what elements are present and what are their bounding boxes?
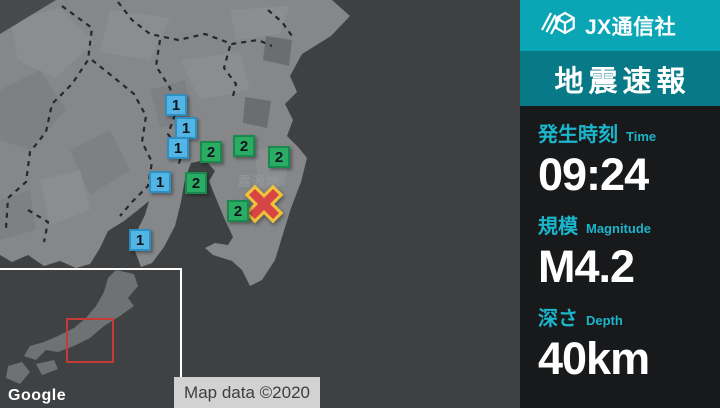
intensity-marker: 1 <box>167 137 189 159</box>
intensity-marker: 2 <box>200 141 222 163</box>
time-label-en: Time <box>626 129 657 144</box>
time-label-ja: 発生時刻 <box>538 124 618 146</box>
brand-name: JX通信社 <box>585 15 677 39</box>
alert-banner-title: 地震速報 <box>554 65 691 98</box>
intensity-marker: 1 <box>175 117 197 139</box>
intensity-marker: 2 <box>268 146 290 168</box>
epicenter-label: 震源地 <box>238 174 281 189</box>
magnitude-label-ja: 規模 <box>538 216 578 238</box>
map-attribution: Map data ©2020 <box>174 377 320 408</box>
field-depth: 深さ Depth 40km <box>538 306 720 384</box>
alert-banner: 地震速報 <box>520 51 720 106</box>
epicenter-x-icon <box>241 181 287 227</box>
region-highlight-box <box>66 318 114 363</box>
field-magnitude: 規模 Magnitude M4.2 <box>538 214 720 292</box>
inset-overview-map: Google <box>0 268 182 408</box>
japan-overview <box>0 270 180 408</box>
depth-label-ja: 深さ <box>538 308 578 330</box>
field-time: 発生時刻 Time 09:24 <box>538 122 720 200</box>
magnitude-label-en: Magnitude <box>586 221 651 236</box>
depth-value: 40km <box>538 333 650 384</box>
intensity-marker: 2 <box>233 135 255 157</box>
info-sidebar: JX通信社 地震速報 発生時刻 Time 09:24 規模 Magnitude … <box>520 0 720 408</box>
brand-header: JX通信社 <box>520 0 720 51</box>
intensity-marker: 2 <box>227 200 249 222</box>
intensity-marker: 1 <box>149 171 171 193</box>
jx-hexagon-logo-icon <box>540 7 576 44</box>
intensity-marker: 1 <box>165 94 187 116</box>
time-value: 09:24 <box>538 149 649 200</box>
google-logo[interactable]: Google <box>8 387 67 404</box>
intensity-marker: 2 <box>185 172 207 194</box>
intensity-marker: 1 <box>129 229 151 251</box>
depth-label-en: Depth <box>586 313 623 328</box>
magnitude-value: M4.2 <box>538 241 635 292</box>
quake-info-panel: 発生時刻 Time 09:24 規模 Magnitude M4.2 深さ Dep… <box>520 106 720 408</box>
